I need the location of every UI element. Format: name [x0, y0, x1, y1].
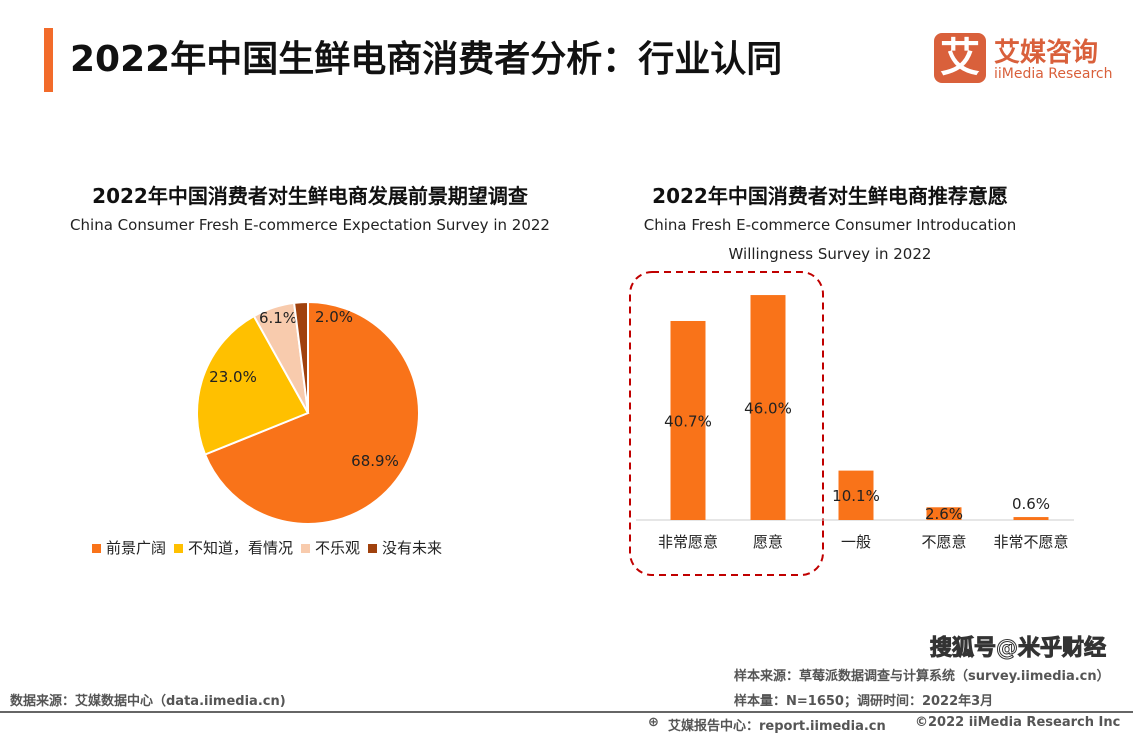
pie-label-2: 6.1%: [259, 309, 297, 327]
legend-item-0: 前景广阔: [92, 537, 166, 558]
title-accent-bar: [44, 28, 53, 92]
pie-slice-1: [196, 314, 310, 456]
bar-3: [926, 507, 962, 520]
watermark: 搜狐号@米乎财经: [929, 636, 1107, 662]
pie-label-3: 2.0%: [315, 308, 353, 326]
x-tick-1: 愿意: [753, 533, 783, 551]
pie-slice-0: [203, 300, 420, 525]
bar-label-4: 0.6%: [1012, 495, 1050, 513]
x-tick-3: 不愿意: [921, 533, 966, 551]
legend-swatch-1: [174, 544, 184, 553]
copyright: ©2022 iiMedia Research Inc: [915, 715, 1121, 730]
logo-text-en: iiMedia Research: [994, 66, 1113, 82]
bar-label-1: 46.0%: [744, 400, 792, 418]
pie-label-0: 68.9%: [351, 452, 399, 470]
pie-legend: 前景广阔 不知道，看情况 不乐观 没有未来: [92, 537, 442, 558]
pie-label-1: 23.0%: [209, 368, 257, 386]
legend-swatch-0: [92, 544, 101, 553]
legend-swatch-2: [301, 544, 311, 553]
legend-item-1: 不知道，看情况: [174, 537, 293, 558]
bar-label-3: 2.6%: [925, 505, 963, 523]
bar-0: [670, 320, 706, 520]
pie-slice-3: [292, 300, 309, 414]
pie-title: 2022年中国消费者对生鲜电商发展前景期望调查: [92, 184, 528, 208]
legend-swatch-3: [368, 544, 378, 553]
legend-label-3: 没有未来: [382, 539, 443, 557]
legend-label-2: 不乐观: [315, 539, 361, 557]
bar-chart: 40.7% 非常愿意 46.0% 愿意 10.1% 一般 2.6% 不愿意 0.6% 非常不愿意: [629, 271, 1074, 576]
bar-title: 2022年中国消费者对生鲜电商推荐意愿: [652, 184, 1008, 208]
bar-label-2: 10.1%: [832, 487, 880, 505]
x-tick-2: 一般: [841, 533, 871, 551]
data-source: 数据来源：艾媒数据中心（data.iimedia.cn): [10, 694, 286, 709]
pie-chart: 68.9% 23.0% 6.1% 2.0%: [196, 300, 420, 525]
logo-text-cn: 艾媒咨询: [994, 38, 1099, 68]
sample-source: 样本来源：草莓派数据调查与计算系统（survey.iimedia.cn）: [734, 669, 1110, 684]
logo-icon: 艾: [934, 33, 986, 83]
legend-item-2: 不乐观: [301, 537, 360, 558]
x-tick-0: 非常愿意: [658, 533, 718, 551]
sample-info: 样本量：N=1650；调研时间：2022年3月: [734, 694, 994, 709]
legend-label-1: 不知道，看情况: [188, 539, 294, 557]
report-center[interactable]: 艾媒报告中心：report.iimedia.cn: [668, 719, 886, 734]
pie-subtitle: China Consumer Fresh E-commerce Expectat…: [70, 216, 550, 234]
bar-subtitle: China Fresh E-commerce Consumer Introduc…: [643, 216, 1017, 263]
bar-4: [1013, 517, 1049, 520]
x-tick-4: 非常不愿意: [993, 533, 1068, 551]
legend-label-0: 前景广阔: [106, 539, 167, 557]
footer-divider: [0, 711, 1133, 713]
bar-1: [750, 295, 786, 520]
bar-label-0: 40.7%: [664, 412, 712, 430]
bar-2: [838, 470, 874, 520]
page-title: 2022年中国生鲜电商消费者分析：行业认同: [70, 39, 783, 80]
globe-icon: ⊕: [648, 715, 659, 730]
highlight-box: [629, 271, 824, 576]
legend-item-3: 没有未来: [368, 537, 442, 558]
